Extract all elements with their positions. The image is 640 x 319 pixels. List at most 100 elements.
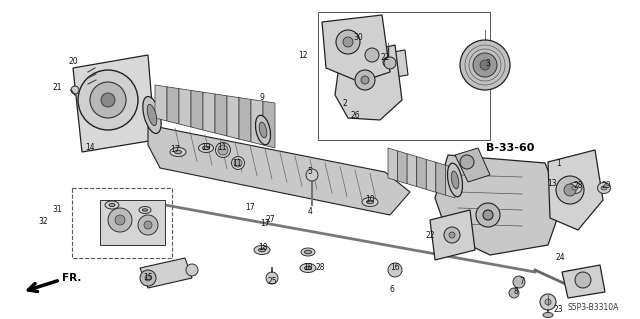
Ellipse shape: [301, 248, 315, 256]
Ellipse shape: [300, 263, 316, 272]
Text: 24: 24: [555, 254, 565, 263]
Polygon shape: [148, 125, 410, 215]
Text: 6: 6: [390, 286, 394, 294]
Text: 2: 2: [342, 99, 348, 108]
Text: 11: 11: [217, 144, 227, 152]
Polygon shape: [263, 101, 275, 148]
Circle shape: [101, 93, 115, 107]
Text: 29: 29: [601, 181, 611, 189]
Ellipse shape: [105, 201, 119, 209]
Polygon shape: [426, 160, 436, 192]
Polygon shape: [562, 265, 605, 298]
Polygon shape: [227, 96, 239, 139]
Text: 25: 25: [267, 278, 277, 286]
Circle shape: [384, 57, 396, 69]
Text: 19: 19: [201, 144, 211, 152]
Text: 26: 26: [350, 110, 360, 120]
Polygon shape: [375, 50, 408, 80]
Circle shape: [71, 86, 79, 94]
Text: B-33-60: B-33-60: [486, 143, 534, 153]
Circle shape: [383, 57, 393, 67]
Text: 31: 31: [52, 205, 62, 214]
Ellipse shape: [601, 186, 607, 190]
Text: 12: 12: [298, 50, 308, 60]
Text: 14: 14: [85, 144, 95, 152]
Polygon shape: [388, 148, 397, 181]
Circle shape: [145, 275, 151, 281]
Text: 28: 28: [573, 181, 583, 189]
Text: 1: 1: [557, 159, 561, 167]
Ellipse shape: [572, 186, 578, 190]
Ellipse shape: [543, 313, 553, 317]
Polygon shape: [417, 157, 426, 189]
Polygon shape: [435, 155, 562, 255]
Text: 22: 22: [425, 231, 435, 240]
Text: S5P3-B3310A: S5P3-B3310A: [567, 303, 619, 313]
Circle shape: [460, 40, 510, 90]
Polygon shape: [322, 15, 390, 82]
Circle shape: [513, 276, 525, 288]
Circle shape: [476, 203, 500, 227]
Text: 28: 28: [316, 263, 324, 272]
Polygon shape: [167, 87, 179, 124]
Circle shape: [144, 221, 152, 229]
Polygon shape: [179, 89, 191, 127]
Circle shape: [140, 270, 156, 286]
Text: 16: 16: [390, 263, 400, 272]
Circle shape: [449, 232, 455, 238]
Text: 22: 22: [380, 53, 390, 62]
Ellipse shape: [109, 204, 115, 206]
Text: 10: 10: [365, 196, 375, 204]
Polygon shape: [397, 151, 407, 184]
Ellipse shape: [170, 147, 186, 157]
Text: 32: 32: [38, 218, 48, 226]
Text: 3: 3: [486, 58, 490, 68]
Circle shape: [473, 53, 497, 77]
Ellipse shape: [143, 209, 147, 211]
Circle shape: [78, 70, 138, 130]
Text: 17: 17: [170, 145, 180, 154]
Circle shape: [266, 272, 278, 284]
Ellipse shape: [198, 144, 214, 152]
Text: 13: 13: [547, 179, 557, 188]
Circle shape: [483, 210, 493, 220]
Circle shape: [306, 169, 318, 181]
Ellipse shape: [451, 171, 459, 189]
Ellipse shape: [175, 150, 182, 154]
Text: 17: 17: [260, 219, 270, 227]
Circle shape: [355, 70, 375, 90]
Circle shape: [480, 60, 490, 70]
Text: 30: 30: [353, 33, 363, 42]
Ellipse shape: [447, 163, 463, 197]
Circle shape: [540, 294, 556, 310]
Ellipse shape: [255, 115, 271, 145]
Ellipse shape: [362, 197, 378, 206]
Ellipse shape: [147, 104, 157, 126]
Polygon shape: [335, 45, 402, 120]
Ellipse shape: [598, 182, 611, 194]
Ellipse shape: [232, 157, 244, 169]
Circle shape: [336, 30, 360, 54]
Polygon shape: [140, 258, 192, 288]
Text: 15: 15: [143, 273, 153, 283]
Text: 23: 23: [553, 306, 563, 315]
Circle shape: [444, 227, 460, 243]
Circle shape: [186, 264, 198, 276]
Text: 5: 5: [308, 167, 312, 176]
Text: FR.: FR.: [62, 273, 81, 283]
Polygon shape: [430, 210, 475, 260]
Polygon shape: [191, 90, 203, 130]
Ellipse shape: [305, 250, 312, 254]
Ellipse shape: [259, 122, 267, 138]
Circle shape: [138, 215, 158, 235]
Circle shape: [361, 76, 369, 84]
Polygon shape: [436, 162, 445, 195]
Text: 27: 27: [265, 216, 275, 225]
Ellipse shape: [305, 266, 312, 270]
Ellipse shape: [259, 248, 266, 252]
Polygon shape: [215, 94, 227, 136]
Polygon shape: [73, 55, 155, 152]
Circle shape: [545, 299, 551, 305]
Text: 11: 11: [232, 159, 242, 167]
Polygon shape: [100, 200, 165, 245]
